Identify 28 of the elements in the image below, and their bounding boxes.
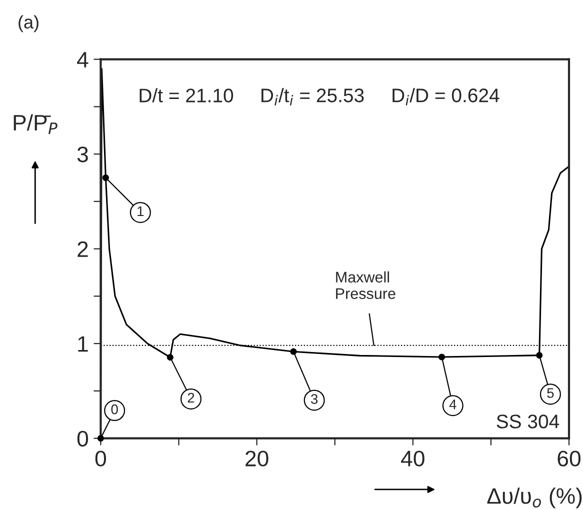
annotation: 1	[138, 206, 144, 216]
annotation: 2	[188, 392, 194, 403]
annotation: D$_{i}$/t$_{i}$ = 25.53	[262, 88, 364, 106]
x-tick-label: 0	[95, 450, 106, 466]
point	[438, 354, 446, 360]
y-axis-title: P/P̄$_{P}$	[14, 114, 58, 134]
chart-title: (a)	[18, 15, 38, 32]
ref-line-label: Maxwell Pressure	[336, 271, 396, 300]
annotation: 3	[310, 394, 318, 404]
annotation: SS 304	[496, 414, 560, 428]
x-tick-label: 60	[558, 450, 580, 466]
y-tick-label: 4	[77, 52, 88, 68]
point	[166, 354, 174, 361]
y-tick-label: 1	[78, 336, 88, 352]
x-tick-label: 20	[246, 450, 268, 466]
x-tick-label: 40	[401, 450, 424, 466]
point	[102, 174, 109, 182]
annotation: 4	[449, 400, 456, 410]
annotation: 5	[547, 388, 554, 398]
annotation: D/t = 21.10	[140, 88, 234, 102]
point	[536, 352, 543, 359]
y-tick-label: 2	[78, 241, 88, 257]
point	[97, 435, 104, 442]
y-tick-label: 0	[77, 430, 88, 447]
annotation: 0	[111, 404, 118, 414]
x-axis-title: Δυ/υ$_{o}$ (%)	[487, 488, 582, 508]
annotation: D$_{i}$/D = 0.624	[392, 88, 500, 106]
y-tick-label: 3	[77, 146, 88, 162]
